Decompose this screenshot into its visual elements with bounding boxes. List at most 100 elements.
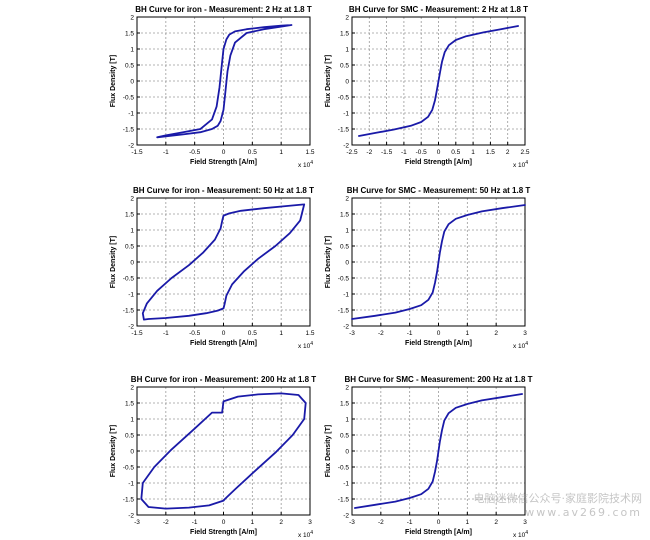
x-tick-label: -1.5 <box>131 149 143 156</box>
x-tick-label: 1 <box>251 519 255 526</box>
x-tick-label: 2 <box>494 519 498 526</box>
x-tick-label: -2 <box>378 330 384 337</box>
y-tick-label: -1 <box>343 291 349 298</box>
bh-curve-line <box>156 24 293 139</box>
y-tick-label: -0.5 <box>338 275 350 282</box>
x-axis-multiplier: x 104 <box>513 530 528 539</box>
bh-curve-line <box>141 203 306 321</box>
y-tick-label: -0.5 <box>338 94 350 101</box>
chart-1: -1.5 -1 -0.5 0 0.5 1 1.5-2-1.5-1-0.500.511.52B… <box>110 5 315 169</box>
x-tick-label: -1.5 <box>381 149 393 156</box>
x-tick-label: 2 <box>506 149 510 156</box>
y-axis-label: Flux Density [T] <box>110 425 117 478</box>
x-axis-label: Field Strength [A/m] <box>190 529 257 536</box>
x-tick-label: 0.5 <box>248 149 257 156</box>
y-tick-label: 0.5 <box>340 432 349 439</box>
y-tick-label: -1.5 <box>123 307 135 314</box>
y-axis-label: Flux Density [T] <box>325 55 332 108</box>
y-tick-label: 1.5 <box>125 30 134 37</box>
y-tick-label: 0.5 <box>125 432 134 439</box>
x-tick-label: -1 <box>401 149 407 156</box>
y-tick-label: 0 <box>130 259 134 266</box>
x-axis-multiplier: x 104 <box>298 530 313 539</box>
x-tick-label: 0 <box>222 330 226 337</box>
chart-title: BH Curve for iron - Measurement: 50 Hz a… <box>133 186 314 195</box>
y-tick-label: 2 <box>130 14 134 21</box>
y-tick-label: -1.5 <box>338 307 350 314</box>
y-tick-label: -2 <box>343 142 349 149</box>
chart-title: BH Curve for SMC - Measurement: 2 Hz at … <box>349 5 528 14</box>
y-axis-label: Flux Density [T] <box>325 236 332 289</box>
x-tick-label: 1 <box>466 519 470 526</box>
y-tick-label: 1.5 <box>340 400 349 407</box>
x-tick-label: -3 <box>349 330 355 337</box>
y-tick-label: 1 <box>345 416 349 423</box>
y-tick-label: -2 <box>343 512 349 519</box>
y-tick-label: 0 <box>130 448 134 455</box>
chart-title: BH Curve for SMC - Measurement: 200 Hz a… <box>344 375 532 384</box>
watermark-line2: www.av269.com <box>525 506 642 519</box>
y-axis-label: Flux Density [T] <box>110 55 117 108</box>
y-tick-label: 0 <box>345 259 349 266</box>
bh-curve-line <box>353 393 523 509</box>
chart-3: -1.5 -1 -0.5 0 0.5 1 1.5-2-1.5-1-0.500.511.52B… <box>110 186 315 350</box>
y-tick-label: -0.5 <box>123 275 135 282</box>
x-tick-label: -1 <box>192 519 198 526</box>
y-tick-label: 0.5 <box>125 62 134 69</box>
y-tick-label: -0.5 <box>338 464 350 471</box>
x-tick-label: 0.5 <box>248 330 257 337</box>
y-tick-label: 2 <box>130 384 134 391</box>
y-tick-label: 1.5 <box>340 211 349 218</box>
x-tick-label: -3 <box>349 519 355 526</box>
x-tick-label: 1.5 <box>305 330 314 337</box>
y-tick-label: 0 <box>130 78 134 85</box>
y-tick-label: 2 <box>130 195 134 202</box>
y-tick-label: 1.5 <box>340 30 349 37</box>
bh-curve-line <box>140 392 307 510</box>
x-tick-label: -0.5 <box>189 330 201 337</box>
y-tick-label: -1.5 <box>338 126 350 133</box>
y-tick-label: 2 <box>345 195 349 202</box>
x-tick-label: 0 <box>437 149 441 156</box>
y-tick-label: -0.5 <box>123 464 135 471</box>
x-axis-multiplier: x 104 <box>298 341 313 350</box>
y-tick-label: 1.5 <box>125 211 134 218</box>
y-tick-label: -2 <box>128 512 134 519</box>
y-tick-label: 0 <box>345 78 349 85</box>
chart-title: BH Curve for SMC - Measurement: 50 Hz at… <box>347 186 531 195</box>
x-tick-label: 1 <box>279 330 283 337</box>
x-tick-label: -2 <box>163 519 169 526</box>
y-tick-label: -1.5 <box>338 496 350 503</box>
y-tick-label: 1 <box>130 46 134 53</box>
y-tick-label: -2 <box>343 323 349 330</box>
y-tick-label: -2 <box>128 323 134 330</box>
x-tick-label: -1 <box>407 330 413 337</box>
x-tick-label: 1.5 <box>305 149 314 156</box>
bh-curve-line <box>357 25 519 137</box>
x-tick-label: 3 <box>523 519 527 526</box>
x-axis-multiplier: x 104 <box>298 160 313 169</box>
chart-title: BH Curve for iron - Measurement: 200 Hz … <box>131 375 316 384</box>
watermark: 电脑迷微信公众号·家庭影院技术网 www.av269.com <box>392 492 643 520</box>
y-tick-label: -1 <box>343 480 349 487</box>
y-tick-label: 2 <box>345 384 349 391</box>
x-tick-label: -2.5 <box>346 149 358 156</box>
x-tick-label: -1 <box>407 519 413 526</box>
y-tick-label: -1 <box>128 480 134 487</box>
chart-2: -2.5 -2 -1.5 -1 -0.5 0 0.5 1 1.5 2 2.5-2-1.5-1-0.5… <box>325 5 530 169</box>
chart-title: BH Curve for iron - Measurement: 2 Hz at… <box>135 5 312 14</box>
x-tick-label: -3 <box>134 519 140 526</box>
y-axis-label: Flux Density [T] <box>110 236 117 289</box>
x-tick-label: 0 <box>222 519 226 526</box>
x-tick-label: 1.5 <box>486 149 495 156</box>
y-tick-label: -1.5 <box>123 126 135 133</box>
x-axis-multiplier: x 104 <box>513 341 528 350</box>
x-tick-label: 1 <box>471 149 475 156</box>
y-tick-label: 0 <box>345 448 349 455</box>
x-tick-label: -2 <box>366 149 372 156</box>
y-tick-label: 1 <box>130 227 134 234</box>
x-tick-label: 2.5 <box>520 149 529 156</box>
x-tick-label: 1 <box>466 330 470 337</box>
